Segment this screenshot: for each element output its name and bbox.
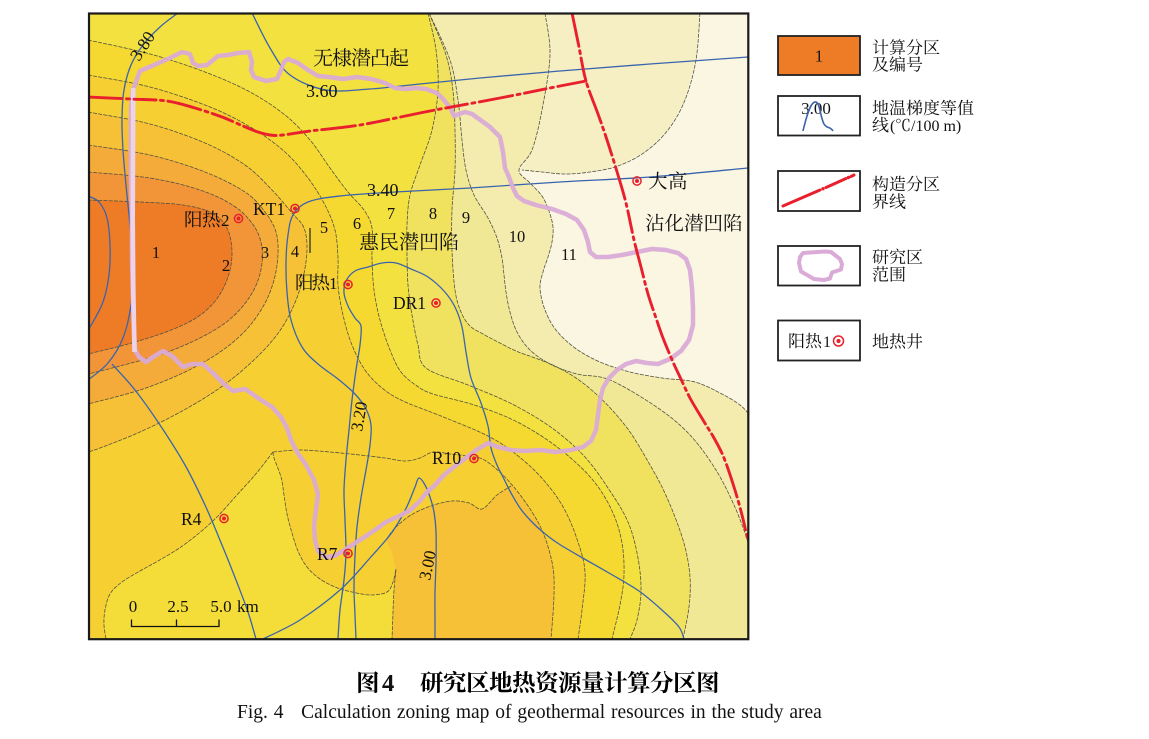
- svg-text:7: 7: [387, 204, 395, 223]
- svg-text:/100 m): /100 m): [911, 118, 961, 135]
- svg-text:4: 4: [382, 670, 394, 697]
- svg-text:5.0: 5.0: [210, 597, 231, 616]
- svg-text:8: 8: [429, 204, 437, 223]
- svg-text:1: 1: [823, 334, 831, 351]
- svg-text:(: (: [890, 118, 895, 135]
- svg-text:Fig. 4 Calculation zoning ma: Fig. 4 Calculation zoning map of geother…: [237, 702, 822, 723]
- svg-text:1: 1: [152, 243, 160, 262]
- svg-text:R10: R10: [432, 448, 461, 468]
- svg-text:DR1: DR1: [393, 293, 426, 313]
- svg-text:2.5: 2.5: [167, 597, 188, 616]
- svg-text:3.40: 3.40: [367, 180, 399, 200]
- svg-text:6: 6: [353, 214, 361, 233]
- svg-text:3: 3: [261, 243, 269, 262]
- svg-text:KT1: KT1: [253, 199, 285, 219]
- svg-text:3.60: 3.60: [306, 81, 338, 101]
- svg-text:R7: R7: [317, 544, 338, 564]
- svg-text:10: 10: [509, 227, 526, 246]
- svg-text:1: 1: [329, 274, 338, 293]
- svg-text:km: km: [237, 597, 259, 616]
- svg-text:11: 11: [561, 245, 577, 264]
- svg-text:2: 2: [221, 211, 230, 230]
- svg-text:1: 1: [815, 47, 824, 66]
- svg-text:R4: R4: [181, 509, 202, 529]
- svg-text:2: 2: [222, 256, 230, 275]
- svg-text:9: 9: [462, 208, 470, 227]
- svg-text:3.20: 3.20: [347, 400, 371, 433]
- svg-text:5: 5: [320, 218, 328, 237]
- svg-text:4: 4: [291, 242, 299, 261]
- svg-text:0: 0: [129, 597, 138, 616]
